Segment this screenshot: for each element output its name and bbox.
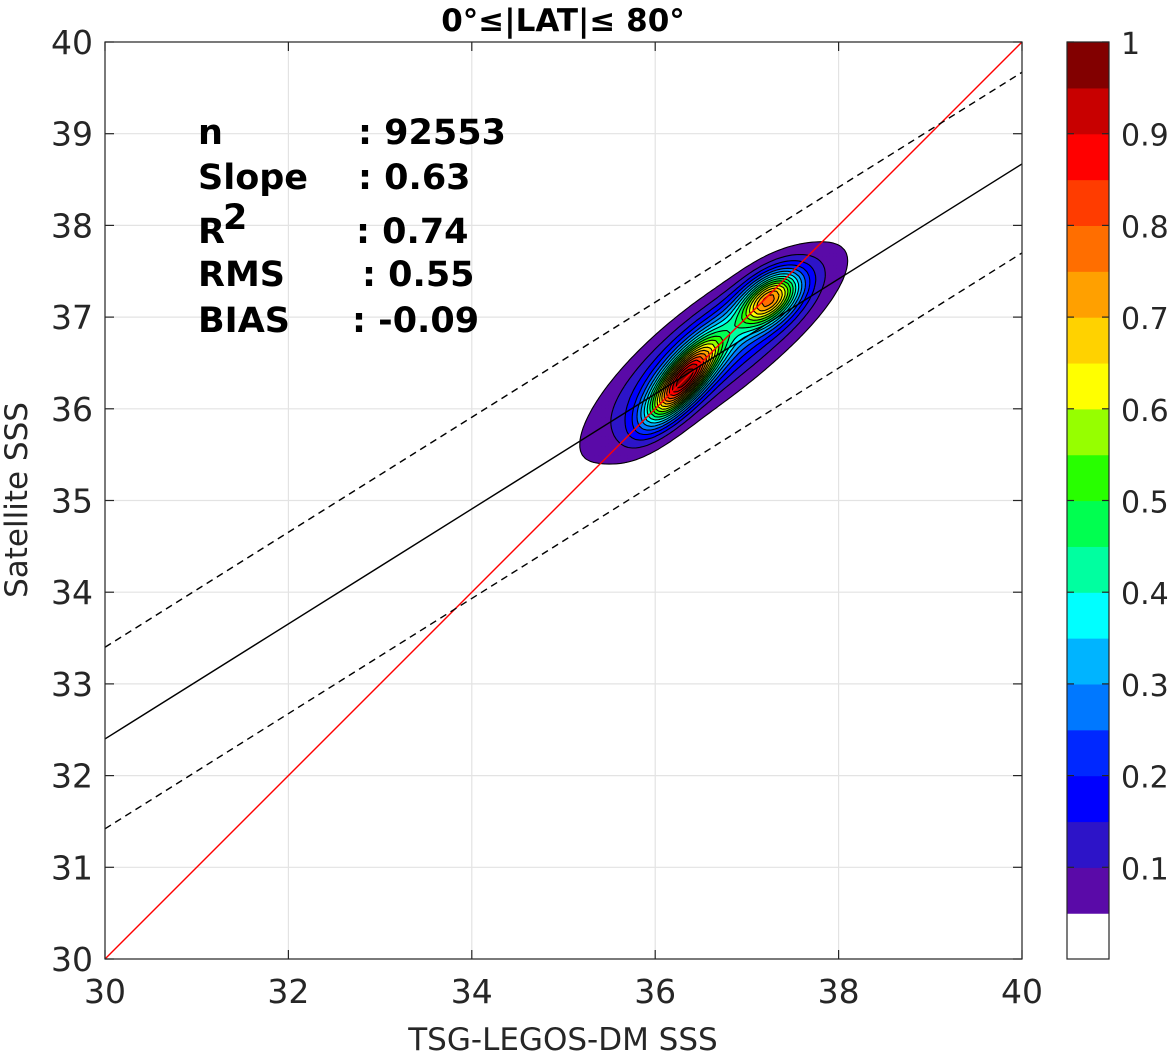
colorbar-segment xyxy=(1067,179,1109,226)
y-tick-label: 40 xyxy=(51,23,93,62)
colorbar-segment xyxy=(1067,913,1109,960)
colorbar-segment xyxy=(1067,225,1109,272)
colorbar-segment xyxy=(1067,42,1109,89)
y-tick-label: 39 xyxy=(51,115,93,154)
stat-value: : 0.63 xyxy=(358,158,471,198)
x-tick-label: 38 xyxy=(818,972,860,1011)
density-contours xyxy=(579,241,849,465)
colorbar-tick-label: 0.4 xyxy=(1121,577,1169,612)
colorbar-segment xyxy=(1067,317,1109,364)
colorbar-segment xyxy=(1067,362,1109,410)
stats-box: n : 92553 Slope : 0.63 R2 : 0.74 RMS : 0.55 BIAS… xyxy=(198,113,506,341)
colorbar-tick-label: 0.2 xyxy=(1121,761,1169,796)
y-tick-label: 37 xyxy=(51,298,93,337)
stat-value: : -0.09 xyxy=(352,301,479,341)
reference-lines xyxy=(105,42,1022,959)
colorbar-segment xyxy=(1067,775,1109,823)
x-tick-label: 32 xyxy=(267,972,309,1011)
stat-label: BIAS xyxy=(198,301,290,341)
contour-line-13 xyxy=(659,287,783,408)
contour-line-5 xyxy=(636,267,807,431)
stat-superscript: 2 xyxy=(223,198,247,238)
colorbar-tick-label: 0.8 xyxy=(1121,210,1169,245)
colorbar-segment xyxy=(1067,729,1109,777)
colorbar-segment xyxy=(1067,638,1109,685)
x-tick-label: 34 xyxy=(451,972,493,1011)
stat-value: : 0.55 xyxy=(362,255,475,295)
chart-title: 0°≤|LAT|≤ 80° xyxy=(441,3,685,39)
y-axis-label: Satellite SSS xyxy=(0,402,35,598)
colorbar-segment xyxy=(1067,546,1109,593)
y-tick-label: 32 xyxy=(51,757,93,796)
grid xyxy=(104,41,1023,960)
one-to-one-line xyxy=(105,42,1022,959)
y-tick-label: 35 xyxy=(51,482,93,521)
y-tick-label: 31 xyxy=(51,848,93,887)
colorbar-tick-label: 0.6 xyxy=(1121,394,1169,429)
stat-value: : 92553 xyxy=(358,113,506,153)
contour-line-1 xyxy=(579,241,849,465)
x-axis-label: TSG-LEGOS-DM SSS xyxy=(407,1022,717,1055)
colorbar-tick-label: 0.3 xyxy=(1121,669,1169,704)
colorbar-segment xyxy=(1067,683,1109,731)
colorbar-segment xyxy=(1067,592,1109,639)
colorbar-segment xyxy=(1067,133,1109,181)
x-tick-label: 40 xyxy=(1001,972,1043,1011)
stat-label: Slope xyxy=(198,158,308,198)
colorbar-tick-label: 0.1 xyxy=(1121,852,1169,887)
colorbar-segment xyxy=(1067,821,1109,868)
x-tick-label: 36 xyxy=(634,972,676,1011)
upper-bound-line xyxy=(105,71,1022,648)
colorbar-tick-label: 0.7 xyxy=(1121,302,1169,337)
colorbar-tick-label: 0.9 xyxy=(1121,119,1169,154)
contour-line-6 xyxy=(640,270,803,427)
y-tick-label: 36 xyxy=(51,390,93,429)
colorbar-segment xyxy=(1067,867,1109,914)
colorbar-segment xyxy=(1067,500,1109,547)
lower-bound-line xyxy=(105,252,1022,830)
contour-line-9 xyxy=(649,278,794,418)
colorbar-segment xyxy=(1067,408,1109,456)
colorbar-segment xyxy=(1067,271,1109,318)
contour-line-8 xyxy=(646,275,797,421)
x-tick-label: 30 xyxy=(84,972,126,1011)
colorbar-segment xyxy=(1067,454,1109,502)
y-tick-label: 34 xyxy=(51,573,93,612)
stat-label: n xyxy=(198,113,223,153)
contour-line-2 xyxy=(610,253,826,449)
colorbar-segment xyxy=(1067,87,1109,135)
axis-ticks: 30 32 34 36 38 40 30 31 32 33 34 35 36 37 38 39 40 xyxy=(51,23,1043,1011)
colorbar-tick-label: 0.5 xyxy=(1121,486,1169,521)
stat-label: RMS xyxy=(198,255,285,295)
regression-line xyxy=(105,163,1022,740)
y-tick-label: 38 xyxy=(51,206,93,245)
stat-label: R xyxy=(198,212,225,252)
colorbar-tick-label: 1 xyxy=(1121,27,1140,62)
stat-value: : 0.74 xyxy=(356,212,469,252)
colorbar: 0.1 0.2 0.3 0.4 0.5 0.6 0.7 0.8 0.9 1 xyxy=(1066,27,1169,960)
contour-line-12 xyxy=(656,284,786,410)
y-tick-label: 30 xyxy=(51,940,93,979)
y-tick-label: 33 xyxy=(51,665,93,704)
